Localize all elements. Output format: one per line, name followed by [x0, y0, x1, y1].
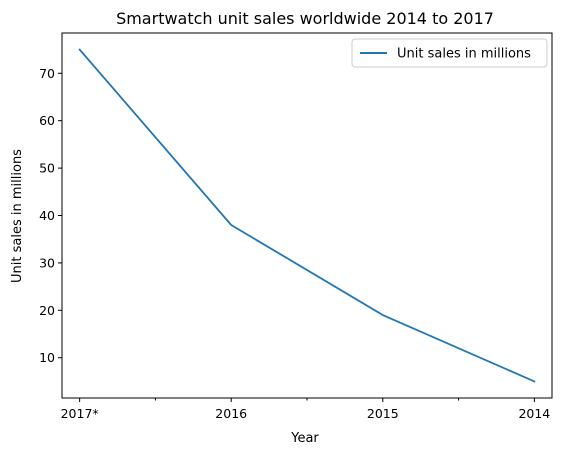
series-layer: [78, 48, 536, 383]
y-tick-label: 40: [39, 208, 55, 223]
x-tick-label: 2014: [518, 406, 550, 421]
legend-label: Unit sales in millions: [397, 47, 531, 62]
legend: Unit sales in millions: [351, 38, 548, 68]
y-tick-label: 60: [39, 113, 55, 128]
plot-area: [61, 32, 553, 399]
series-line: [78, 48, 536, 383]
x-tick-label: 2017*: [61, 406, 99, 421]
plot-frame: [61, 32, 553, 399]
y-tick-label: 10: [39, 350, 55, 365]
y-tick-label: 30: [39, 255, 55, 270]
y-axis-label: Unit sales in millions: [10, 149, 25, 283]
y-tick-label: 20: [39, 303, 55, 318]
y-axis: 10 20 30 40 50 60 70: [39, 66, 62, 365]
legend-box: [351, 38, 548, 68]
y-tick-label: 50: [39, 161, 55, 176]
x-tick-label: 2015: [367, 406, 399, 421]
chart-title: Smartwatch unit sales worldwide 2014 to …: [116, 9, 494, 28]
y-tick-label: 70: [39, 66, 55, 81]
x-axis: 2017* 2016 2015 2014: [61, 398, 550, 421]
x-tick-label: 2016: [215, 406, 247, 421]
x-axis-label: Year: [290, 431, 319, 446]
